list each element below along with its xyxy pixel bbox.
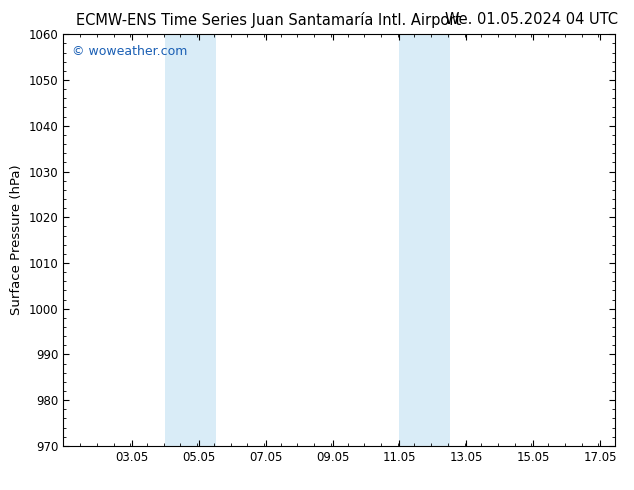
- Bar: [165, 34, 216, 446]
- Bar: [399, 34, 450, 446]
- Y-axis label: Surface Pressure (hPa): Surface Pressure (hPa): [10, 165, 23, 316]
- Text: © woweather.com: © woweather.com: [72, 45, 187, 58]
- Text: We. 01.05.2024 04 UTC: We. 01.05.2024 04 UTC: [445, 12, 618, 27]
- Text: ECMW-ENS Time Series Juan Santamaría Intl. Airport: ECMW-ENS Time Series Juan Santamaría Int…: [76, 12, 461, 28]
